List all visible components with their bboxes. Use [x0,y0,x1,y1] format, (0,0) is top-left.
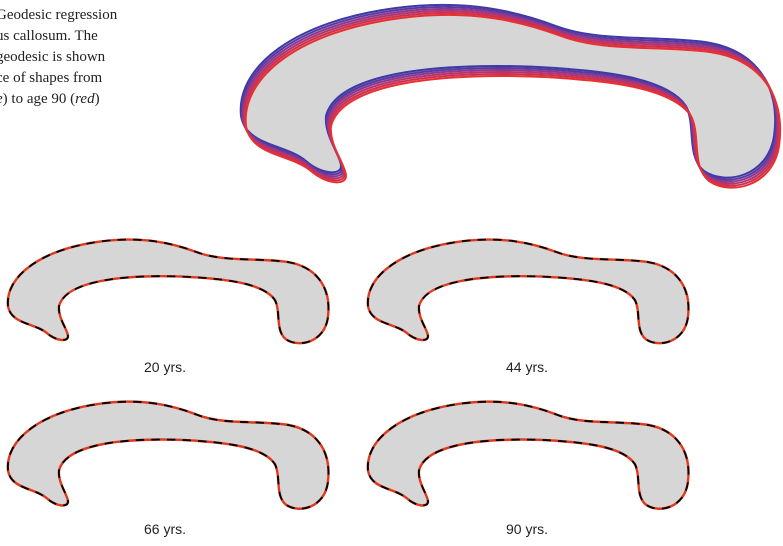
caption-text: ) to age 90 ( [3,91,75,107]
panel [8,240,329,344]
panel-label: 90 yrs. [506,521,548,537]
caption-text: ) [95,91,100,107]
panel [368,240,689,344]
panel [368,402,689,509]
figure: Geodesic regression us callosum. The geo… [0,0,783,546]
regression-shapes [241,5,780,188]
caption-line: us callosum. The [0,28,98,44]
caption-italic: red [75,91,95,107]
panel-label: 44 yrs. [506,359,548,375]
caption: Geodesic regression us callosum. The geo… [0,7,118,107]
caption-line: e) to age 90 (red) [0,91,100,107]
caption-line: ce of shapes from [0,70,103,86]
panel [8,402,329,509]
panel-label: 66 yrs. [144,521,186,537]
panel-label: 20 yrs. [144,359,186,375]
caption-line: geodesic is shown [0,49,106,65]
caption-line: Geodesic regression [0,7,118,23]
